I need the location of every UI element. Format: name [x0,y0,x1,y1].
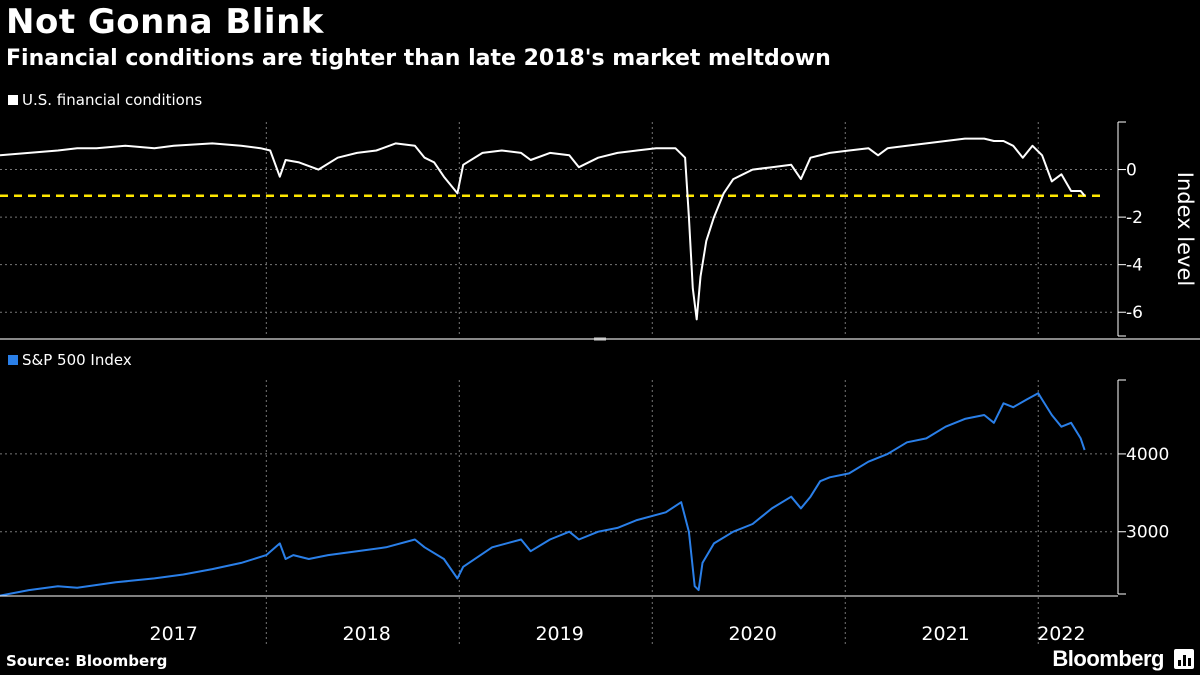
y-tick-label: 4000 [1126,445,1169,465]
chart-subtitle: Financial conditions are tighter than la… [6,46,831,71]
x-axis: 2017 2018 2019 2020 2021 2022 [0,595,1118,645]
y-tick-label: -2 [1126,208,1143,228]
x-tick-label: 2020 [728,623,776,645]
fci-legend-swatch [8,95,18,105]
chart-title: Not Gonna Blink [6,2,324,42]
y-tick-label: -4 [1126,256,1143,276]
brand-logo: Bloomberg [1052,646,1164,671]
bloomberg-chart-icon [1174,649,1194,669]
y-tick-label: 0 [1126,161,1137,181]
x-tick-label: 2018 [342,623,390,645]
y-axis-title: Index level [1173,172,1197,286]
grid-lines [0,122,1200,645]
fci-series-line [0,137,1086,321]
x-tick-label: 2017 [150,623,198,645]
x-tick-label: 2019 [535,623,583,645]
fci-legend-label: U.S. financial conditions [22,91,202,109]
spx-series-line [0,392,1086,597]
source-note: Source: Bloomberg [6,652,168,670]
spx-legend-label: S&P 500 Index [22,351,132,369]
y-tick-label: -6 [1126,303,1143,323]
spx-panel: 3000 4000 S&P 500 Index [0,351,1169,597]
spx-legend-swatch [8,355,18,365]
y-tick-label: 3000 [1126,523,1169,543]
fci-panel: 0 -2 -4 -6 U.S. financial conditions Index le… [0,91,1197,337]
x-tick-label: 2022 [1037,623,1085,645]
x-tick-label: 2021 [921,623,969,645]
